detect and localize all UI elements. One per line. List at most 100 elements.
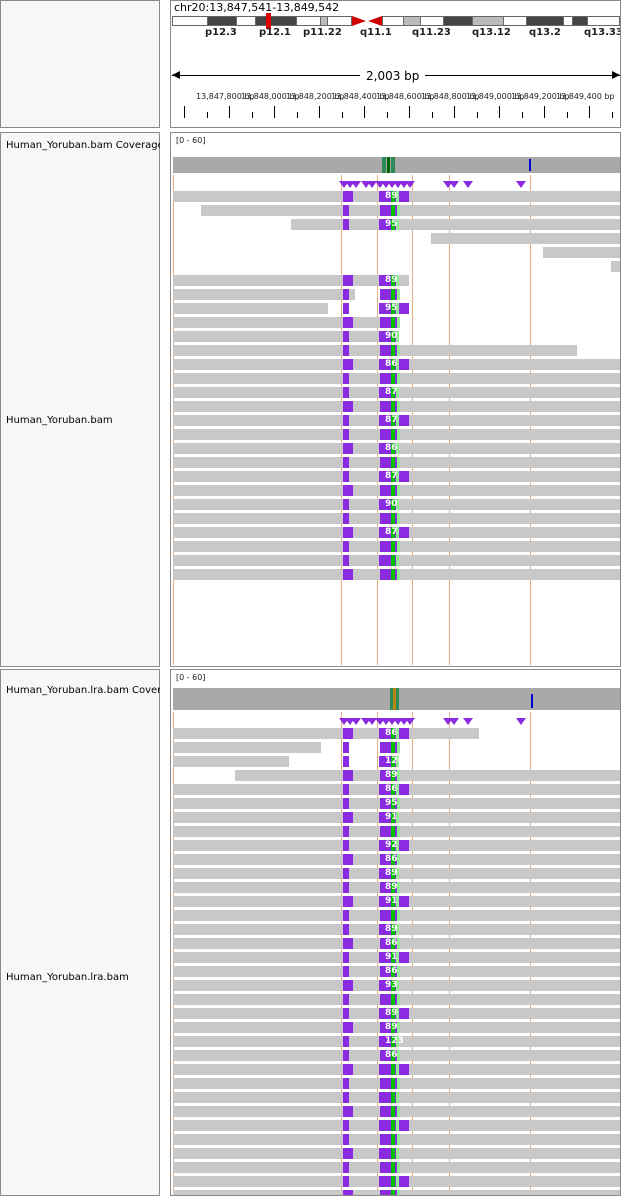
mismatch bbox=[397, 429, 400, 440]
insertion bbox=[380, 1078, 398, 1089]
alignment-track-name[interactable]: Human_Yoruban.bam bbox=[6, 415, 113, 426]
mismatch bbox=[391, 457, 395, 468]
insertion bbox=[343, 569, 353, 580]
chromosome-ideogram[interactable]: p12.3 p12.1 p11.22 q11.1 q11.23 q13.12 q… bbox=[172, 0, 620, 40]
insertion-marker bbox=[516, 718, 526, 725]
mismatch bbox=[391, 784, 395, 795]
coverage-track-name[interactable]: Human_Yoruban.bam Coverage bbox=[6, 140, 160, 151]
cytoband-label: q11.1 bbox=[360, 27, 392, 38]
mismatch bbox=[396, 1120, 399, 1131]
mismatch bbox=[396, 387, 399, 398]
alignment-area[interactable]: 86 120 89 86 95 91 92 86 89 89 91 89 86 91 86 93 89 89 123… bbox=[173, 712, 620, 1195]
coverage-track[interactable] bbox=[173, 157, 620, 173]
mismatch bbox=[397, 1078, 400, 1089]
coverage-track[interactable] bbox=[173, 688, 620, 710]
mismatch bbox=[397, 205, 400, 216]
mismatch bbox=[396, 924, 399, 935]
insertion-count-label: 95 bbox=[385, 219, 398, 229]
insertion-count-label: 86 bbox=[385, 854, 398, 864]
mismatch bbox=[397, 569, 400, 580]
insertion-count-label: 89 bbox=[385, 882, 398, 892]
mismatch bbox=[391, 219, 395, 230]
mismatch bbox=[391, 840, 395, 851]
mismatch bbox=[391, 443, 395, 454]
insertion bbox=[343, 966, 349, 977]
alignment-area[interactable]: 89 95 89 95 90 86 87 87 86 87 90 87 bbox=[173, 175, 620, 665]
mismatch bbox=[397, 1050, 400, 1061]
insertion-count-label: 89 bbox=[385, 770, 398, 780]
insertion-marker bbox=[449, 181, 459, 188]
insertion bbox=[343, 896, 353, 907]
coverage-track-name[interactable]: Human_Yoruban.lra.bam Coverage bbox=[6, 685, 160, 696]
mismatch bbox=[391, 868, 395, 879]
insertion bbox=[343, 443, 353, 454]
mismatch bbox=[391, 429, 395, 440]
mismatch bbox=[396, 219, 399, 230]
mismatch bbox=[397, 910, 400, 921]
mismatch bbox=[391, 910, 395, 921]
insertion bbox=[343, 359, 353, 370]
insertion-count-label: 90 bbox=[385, 331, 398, 341]
insertion bbox=[343, 980, 353, 991]
ruler-tick bbox=[611, 112, 613, 118]
insertion bbox=[343, 1022, 353, 1033]
alignment-track-name[interactable]: Human_Yoruban.lra.bam bbox=[6, 972, 129, 983]
insertion bbox=[379, 555, 397, 566]
mismatch bbox=[391, 938, 395, 949]
mismatch bbox=[391, 471, 395, 482]
insertion bbox=[343, 952, 349, 963]
insertion bbox=[380, 1134, 398, 1145]
mismatch bbox=[391, 896, 395, 907]
mismatch bbox=[391, 1022, 395, 1033]
ruler-tick bbox=[341, 112, 343, 118]
insertion-count-label: 89 bbox=[385, 275, 398, 285]
locus-box[interactable]: chr20:13,847,541-13,849,542 bbox=[174, 1, 340, 14]
mismatch bbox=[391, 191, 395, 202]
insertion bbox=[379, 387, 397, 398]
insertion bbox=[343, 205, 349, 216]
insertion bbox=[380, 457, 398, 468]
insertion-count-label: 91 bbox=[385, 896, 398, 906]
insertion-marker bbox=[405, 718, 415, 725]
mismatch bbox=[396, 784, 399, 795]
insertion-count-label: 90 bbox=[385, 499, 398, 509]
insertion bbox=[343, 1008, 349, 1019]
mismatch bbox=[391, 882, 395, 893]
insertion bbox=[343, 1092, 349, 1103]
insertion bbox=[343, 387, 349, 398]
mismatch bbox=[391, 812, 395, 823]
mismatch bbox=[391, 569, 395, 580]
position-ruler[interactable]: 13,847,800 bp 13,848,000 bp 13,848,200 b… bbox=[172, 90, 620, 126]
read bbox=[173, 289, 355, 300]
insertion-count-label: 91 bbox=[385, 952, 398, 962]
insertion bbox=[379, 1036, 397, 1047]
insertion-count-label: 89 bbox=[385, 1008, 398, 1018]
insertion-marker bbox=[375, 718, 385, 725]
ruler-tick bbox=[409, 106, 410, 118]
mismatch bbox=[397, 289, 400, 300]
mismatch bbox=[397, 513, 400, 524]
insertion bbox=[343, 373, 349, 384]
insertion-marker bbox=[399, 181, 409, 188]
insertion bbox=[343, 756, 349, 767]
insertion-count-label: 91 bbox=[385, 812, 398, 822]
ruler-tick-label: 13,848,000 bp bbox=[241, 92, 300, 101]
ruler-tick bbox=[589, 106, 590, 118]
read bbox=[173, 742, 321, 753]
insertion bbox=[379, 331, 397, 342]
mismatch bbox=[391, 303, 395, 314]
ruler-tick bbox=[544, 106, 545, 118]
mismatch bbox=[391, 924, 395, 935]
insertion bbox=[380, 994, 398, 1005]
insertion-count-label: 95 bbox=[385, 798, 398, 808]
cytoband-label: p12.3 bbox=[205, 27, 237, 38]
insertion-marker bbox=[351, 718, 361, 725]
insertion-count-label: 93 bbox=[385, 980, 398, 990]
mismatch bbox=[391, 317, 395, 328]
insertion bbox=[380, 1162, 398, 1173]
mismatch bbox=[397, 798, 400, 809]
insertion bbox=[343, 457, 349, 468]
insertion bbox=[343, 924, 349, 935]
insertion bbox=[343, 471, 349, 482]
mismatch bbox=[397, 1022, 400, 1033]
